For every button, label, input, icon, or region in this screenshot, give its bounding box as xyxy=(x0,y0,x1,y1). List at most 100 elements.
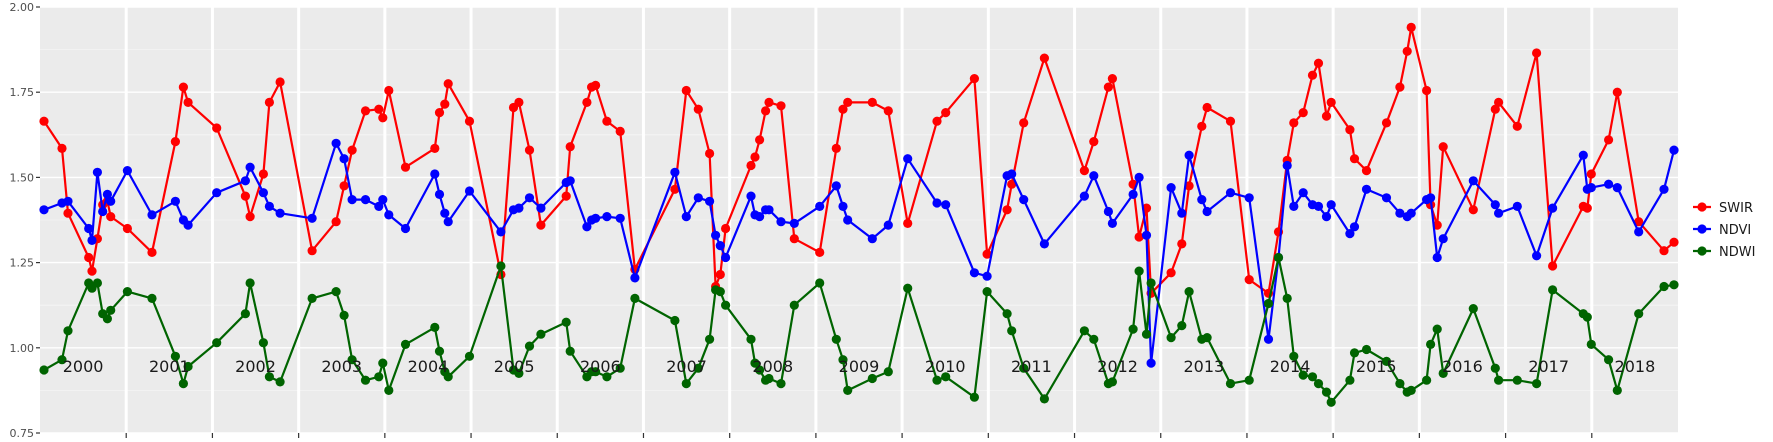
data-point-swir xyxy=(1321,111,1332,121)
legend: SWIR NDVI NDWI xyxy=(1693,201,1755,260)
data-point-ndvi xyxy=(776,217,786,227)
year-label: 2004 xyxy=(408,357,449,376)
data-point-ndwi xyxy=(212,338,222,348)
data-point-ndwi xyxy=(39,365,49,375)
data-point-swir xyxy=(360,106,371,116)
data-point-ndvi xyxy=(440,208,450,218)
data-point-swir xyxy=(1225,116,1236,126)
data-point-ndwi xyxy=(903,283,913,293)
data-point-ndwi xyxy=(1079,326,1089,336)
data-point-ndvi xyxy=(843,215,853,225)
year-label: 2001 xyxy=(149,357,190,376)
legend-label: NDWI xyxy=(1719,245,1755,260)
year-label: 2018 xyxy=(1615,357,1656,376)
data-point-ndvi xyxy=(591,213,601,223)
data-point-ndvi xyxy=(721,252,731,263)
data-point-swir xyxy=(1166,268,1176,278)
data-point-swir xyxy=(1406,22,1416,32)
data-point-swir xyxy=(122,223,132,234)
data-point-ndvi xyxy=(122,166,132,176)
data-point-ndvi xyxy=(1612,183,1622,193)
data-point-swir xyxy=(565,142,575,152)
data-point-ndvi xyxy=(681,212,691,222)
data-point-ndwi xyxy=(755,365,765,375)
data-point-swir xyxy=(536,220,546,230)
data-point-ndwi xyxy=(102,314,112,324)
data-point-swir xyxy=(264,97,274,107)
data-point-ndwi xyxy=(838,355,848,365)
data-point-swir xyxy=(681,85,691,96)
data-point-ndwi xyxy=(1381,356,1392,366)
data-point-swir xyxy=(1361,166,1372,176)
data-point-ndvi xyxy=(1298,188,1308,198)
data-point-ndwi xyxy=(715,287,725,297)
data-point-ndvi xyxy=(1438,234,1448,244)
data-point-ndwi xyxy=(630,293,640,303)
data-point-swir xyxy=(1007,179,1017,189)
data-point-ndvi xyxy=(1177,208,1187,218)
data-point-swir xyxy=(514,97,524,107)
y-tick-label: 0.75 xyxy=(10,427,35,440)
year-label: 2008 xyxy=(752,357,793,376)
data-point-ndwi xyxy=(843,385,853,395)
legend-key-point xyxy=(1697,224,1707,234)
data-point-swir xyxy=(524,145,535,155)
data-point-ndvi xyxy=(245,162,255,172)
data-point-swir xyxy=(400,162,411,172)
data-point-swir xyxy=(1019,118,1029,128)
data-point-swir xyxy=(1494,97,1504,107)
data-point-swir xyxy=(1604,135,1614,145)
data-point-swir xyxy=(1582,203,1592,213)
data-point-swir xyxy=(1402,46,1412,56)
data-point-ndvi xyxy=(1202,206,1212,217)
data-point-ndvi xyxy=(582,222,592,232)
facet-separators xyxy=(124,7,1594,433)
data-point-ndwi xyxy=(524,341,535,351)
data-point-ndwi xyxy=(1225,379,1236,389)
data-point-ndvi xyxy=(183,220,193,230)
data-point-swir xyxy=(1177,239,1187,249)
data-point-ndvi xyxy=(464,186,475,196)
data-point-swir xyxy=(245,212,255,222)
data-point-ndwi xyxy=(536,329,546,339)
data-point-swir xyxy=(982,249,992,259)
data-point-swir xyxy=(384,85,394,96)
data-point-swir xyxy=(63,208,73,218)
data-point-ndvi xyxy=(147,210,157,220)
year-label: 2015 xyxy=(1356,357,1397,376)
data-point-ndwi xyxy=(1426,339,1436,349)
data-point-ndvi xyxy=(705,196,715,206)
data-point-ndwi xyxy=(602,372,612,382)
data-point-swir xyxy=(183,97,193,107)
data-point-ndwi xyxy=(1007,326,1017,336)
data-point-swir xyxy=(1244,275,1254,285)
data-point-swir xyxy=(1103,82,1113,92)
data-point-ndwi xyxy=(374,372,384,382)
data-point-ndvi xyxy=(1604,179,1614,189)
data-point-ndvi xyxy=(443,217,453,227)
data-point-ndwi xyxy=(776,379,786,389)
data-point-ndwi xyxy=(705,334,715,344)
data-point-ndwi xyxy=(147,293,157,303)
data-point-ndvi xyxy=(715,241,725,251)
data-point-ndvi xyxy=(883,220,893,230)
facet-year-labels: 2000 2001 2002 2003 2004 2005 2006 2007 2008 2009… xyxy=(63,357,1656,376)
data-point-ndwi xyxy=(1019,363,1029,373)
data-point-ndvi xyxy=(212,188,222,198)
data-point-swir xyxy=(275,77,285,87)
data-point-ndvi xyxy=(1532,251,1542,261)
data-point-swir xyxy=(1669,237,1679,247)
data-point-ndvi xyxy=(1468,176,1478,186)
data-point-swir xyxy=(969,74,980,84)
data-point-ndwi xyxy=(982,287,992,297)
year-label: 2006 xyxy=(580,357,621,376)
data-point-ndwi xyxy=(1244,375,1254,385)
data-point-ndvi xyxy=(1244,193,1254,203)
data-point-ndvi xyxy=(1548,203,1558,213)
data-point-ndwi xyxy=(63,326,73,336)
data-point-swir xyxy=(932,116,942,126)
data-point-ndwi xyxy=(681,379,691,389)
data-point-swir xyxy=(746,160,756,171)
data-point-ndwi xyxy=(106,305,116,315)
data-point-ndwi xyxy=(183,361,193,372)
